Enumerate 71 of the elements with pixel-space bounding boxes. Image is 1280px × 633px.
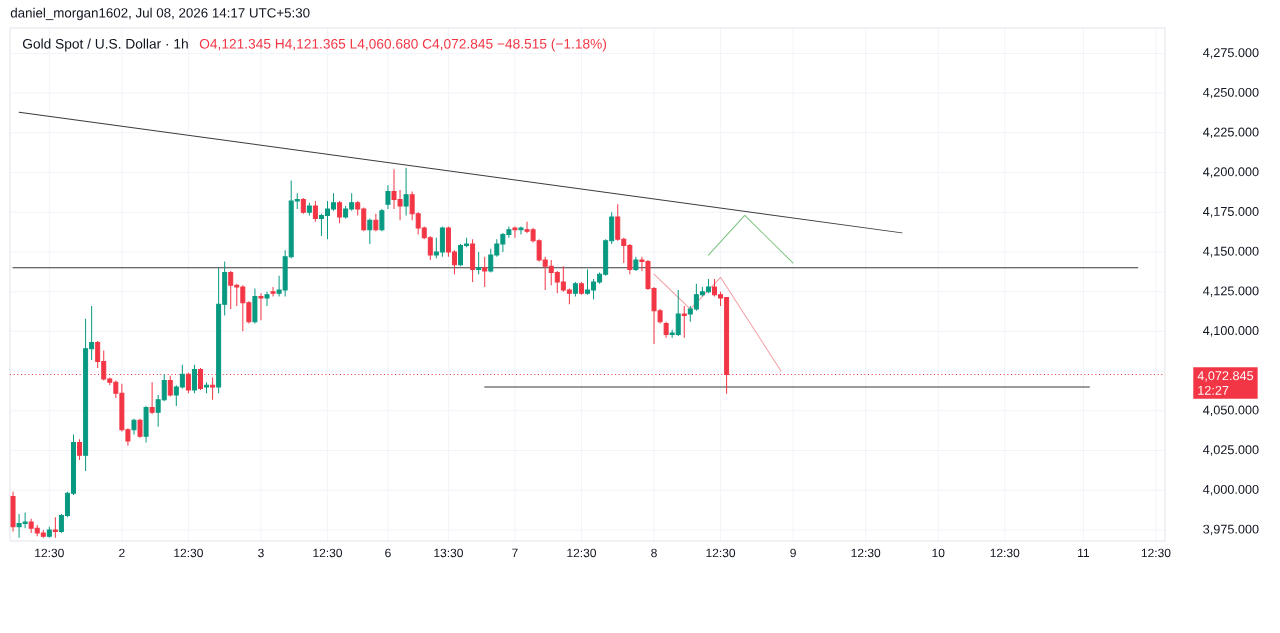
x-tick-label: 9: [790, 548, 796, 558]
y-tick-label: 4,275.000: [1203, 48, 1259, 59]
x-tick-label: 13:30: [434, 548, 463, 558]
candlestick: [379, 208, 385, 232]
candlestick: [470, 238, 476, 283]
x-tick-label: 11: [1078, 548, 1090, 557]
candlestick: [149, 381, 155, 415]
candlestick: [518, 226, 524, 235]
candlestick: [663, 321, 669, 339]
candlestick: [337, 200, 343, 224]
candlestick: [10, 491, 16, 532]
text: Gold Spot / U.S. Dollar · 1h: [22, 38, 188, 52]
candlestick: [578, 281, 584, 296]
x-tick-label: 12:30: [35, 548, 64, 558]
y-tick-label: 4,225.000: [1203, 127, 1259, 139]
y-tick-label: 4,025.000: [1203, 445, 1259, 456]
candlestick: [403, 167, 409, 216]
candlestick: [385, 184, 391, 210]
text: daniel_morgan1602, Jul 08, 2026 14:17 UTC+5:30: [10, 7, 310, 21]
candlestick: [476, 251, 482, 275]
x-tick-label: 12:30: [1141, 548, 1171, 558]
y-tick-label: 4,150.000: [1203, 246, 1259, 258]
x-tick-label: 8: [651, 548, 657, 558]
candlestick: [204, 381, 210, 394]
x-tick-label: 12:30: [174, 548, 203, 558]
y-tick-label: 4,175.000: [1203, 207, 1259, 218]
candlestick: [633, 256, 639, 272]
candlestick: [482, 256, 488, 288]
x-tick-label: 12:30: [313, 548, 343, 558]
x-tick-label: 7: [512, 548, 518, 557]
y-tick-label: 4,050.000: [1203, 405, 1259, 417]
text: 12:27: [1198, 385, 1229, 395]
x-tick-label: 6: [385, 548, 391, 558]
candlestick: [270, 286, 276, 297]
candlestick: [52, 516, 58, 539]
candlestick: [373, 213, 379, 232]
x-tick-label: 12:30: [990, 548, 1020, 558]
y-tick-label: 4,250.000: [1203, 87, 1259, 99]
candlestick: [681, 305, 687, 339]
candlestick: [210, 376, 216, 401]
candlestick: [306, 202, 312, 216]
candlestick: [572, 281, 578, 297]
x-tick-label: 12:30: [706, 548, 736, 558]
candlestick: [300, 197, 306, 215]
candlestick: [46, 526, 52, 539]
x-tick-label: 2: [119, 548, 125, 558]
y-tick-label: 4,125.000: [1203, 286, 1259, 297]
text: O4,121.345 H4,121.365 L4,060.680 C4,072.845 −48.515 (−1.18%): [199, 38, 607, 52]
candlestick: [512, 226, 518, 239]
candlestick: [312, 200, 318, 223]
candlestick: [252, 287, 258, 324]
y-tick-label: 3,975.000: [1203, 524, 1259, 536]
candlestick: [143, 405, 149, 444]
candlestick: [167, 375, 173, 397]
x-tick-label: 3: [258, 548, 264, 558]
candlestick: [191, 364, 197, 394]
y-tick-label: 4,100.000: [1203, 326, 1259, 337]
line-series: [653, 273, 782, 372]
y-tick-label: 4,000.000: [1203, 484, 1259, 496]
x-tick-label: 10: [932, 548, 945, 558]
ref-line-label: 4,072.845: [1197, 371, 1254, 382]
candlestick: [131, 418, 137, 436]
candlestick: [198, 367, 203, 391]
candlestick: [137, 418, 143, 439]
candlestick: [264, 291, 270, 307]
candlestick: [258, 292, 264, 321]
x-tick-label: 12:30: [851, 548, 881, 558]
x-tick-label: 12:30: [567, 548, 597, 558]
candlestick: [367, 218, 373, 245]
y-tick-label: 4,200.000: [1203, 167, 1259, 178]
candlestick: [77, 438, 83, 461]
